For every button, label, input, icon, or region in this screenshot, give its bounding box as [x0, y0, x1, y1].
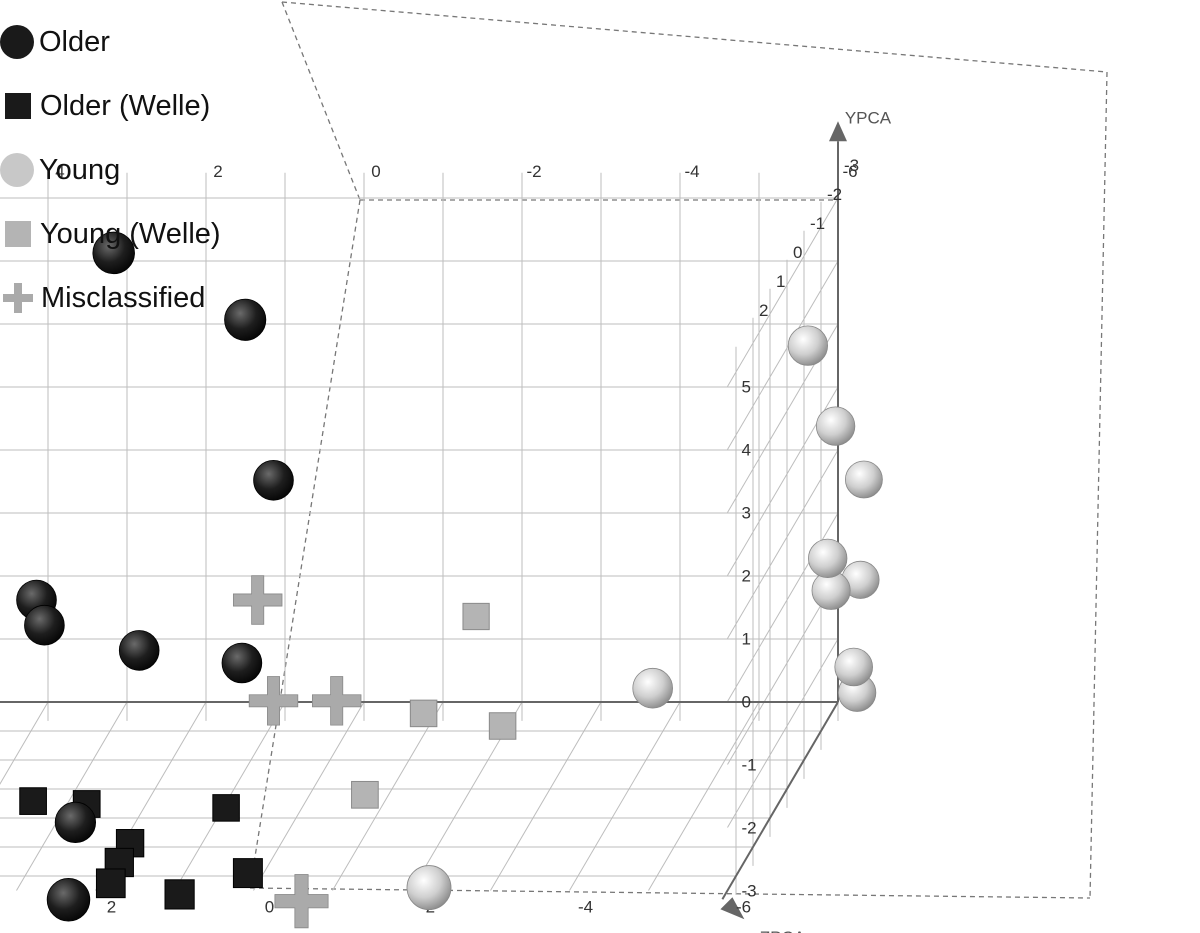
older-welle-point: [232, 858, 263, 889]
right-y-tick: 4: [742, 441, 751, 460]
young-point: [632, 667, 673, 709]
legend-item-young: Young: [0, 150, 120, 190]
right-z-tick: -1: [810, 214, 825, 233]
bounding-box: [249, 1, 1108, 899]
right-y-tick: -1: [742, 756, 757, 775]
young-welle-point: [462, 602, 490, 631]
right-y-tick: 5: [742, 378, 751, 397]
square-marker-icon: [5, 93, 31, 119]
legend-item-older-welle: Older (Welle): [0, 86, 210, 126]
square-marker-icon: [5, 221, 31, 247]
box-edge-5: [1089, 71, 1108, 899]
older-point: [253, 460, 294, 501]
misclassified-point: [274, 874, 329, 929]
young-welle-point: [488, 712, 517, 740]
grid-floor-x: [648, 701, 760, 891]
young-point: [808, 538, 848, 579]
legend-label: Young: [39, 154, 121, 186]
grid-floor-x: [490, 701, 602, 891]
grid-floor-x: [569, 701, 681, 891]
z-axis-title: ZPCA: [760, 928, 806, 933]
older-point: [224, 298, 267, 341]
data-marks: [16, 231, 883, 929]
legend: Older Older (Welle) Young Young (Welle) Misc…: [0, 22, 270, 322]
floor-x-tick: -6: [736, 898, 751, 917]
z-axis-arrow: [720, 897, 745, 920]
grid-right-h: [727, 260, 839, 450]
legend-label: Older (Welle): [40, 90, 211, 122]
older-welle-point: [164, 879, 195, 910]
young-point: [815, 406, 856, 446]
young-point: [406, 865, 452, 911]
older-point: [221, 642, 263, 684]
right-y-tick: 0: [742, 693, 751, 712]
back-x-tick: 4: [55, 162, 64, 181]
grid-right-h: [727, 575, 839, 765]
floor-x-tick: -4: [578, 898, 593, 917]
older-point: [24, 604, 65, 646]
legend-item-misclassified: Misclassified: [0, 278, 205, 318]
legend-item-young-welle: Young (Welle): [0, 214, 221, 254]
back-x-tick: -6: [842, 162, 857, 181]
back-x-tick: -4: [684, 162, 699, 181]
plus-marker-icon: [3, 283, 33, 313]
right-z-tick: -2: [827, 185, 842, 204]
box-edge-4: [249, 887, 1091, 899]
grid-floor-x: [332, 701, 444, 891]
y-axis-title: YPCA: [845, 108, 892, 127]
sphere-marker-icon: [0, 153, 34, 187]
right-y-tick: 2: [742, 567, 751, 586]
sphere-marker-icon: [0, 25, 34, 59]
y-axis-arrow: [829, 121, 847, 142]
older-welle-point: [95, 868, 126, 899]
misclassified-point: [232, 575, 283, 625]
grid-right-h: [727, 449, 839, 639]
grid-right-h: [727, 197, 839, 387]
back-x-tick: -2: [526, 162, 541, 181]
grid-floor-x: [253, 701, 365, 891]
box-edge-1: [281, 1, 361, 201]
z-axis-line: [721, 701, 839, 900]
grid-floor-x: [16, 701, 128, 891]
right-y-tick: -2: [742, 819, 757, 838]
tick-labels: 6420-2-4-6543210-1-2-3543210-1-2-3-3-2-1…: [55, 156, 859, 917]
older-point: [46, 878, 91, 922]
back-x-tick: 2: [213, 162, 222, 181]
floor-x-tick: 0: [265, 898, 274, 917]
misclassified-point: [248, 676, 299, 726]
young-point: [787, 325, 829, 366]
older-welle-point: [212, 794, 240, 822]
right-z-tick: 1: [776, 272, 785, 291]
older-welle-point: [19, 787, 47, 815]
older-point: [118, 630, 160, 671]
right-z-tick: 0: [793, 243, 802, 262]
floor-x-tick: 2: [107, 898, 116, 917]
back-x-tick: 0: [371, 162, 380, 181]
right-y-tick: 1: [742, 630, 751, 649]
legend-item-older: Older: [0, 22, 110, 62]
young-point: [844, 460, 883, 499]
right-z-tick: 2: [759, 301, 768, 320]
right-y-tick: 3: [742, 504, 751, 523]
young-welle-point: [409, 699, 438, 728]
legend-label: Young (Welle): [40, 218, 221, 250]
legend-label: Older: [39, 26, 110, 58]
misclassified-point: [311, 676, 362, 726]
young-welle-point: [351, 780, 379, 809]
legend-label: Misclassified: [41, 282, 206, 314]
grid-right-h: [727, 638, 839, 828]
right-z-tick: -3: [844, 156, 859, 175]
young-point: [834, 647, 873, 687]
box-edge-3: [249, 199, 361, 889]
box-edge-0: [281, 1, 1108, 73]
older-point: [54, 801, 97, 844]
older-point: [92, 231, 135, 275]
grid-floor-x: [0, 701, 49, 785]
right-y-tick: -3: [742, 882, 757, 901]
